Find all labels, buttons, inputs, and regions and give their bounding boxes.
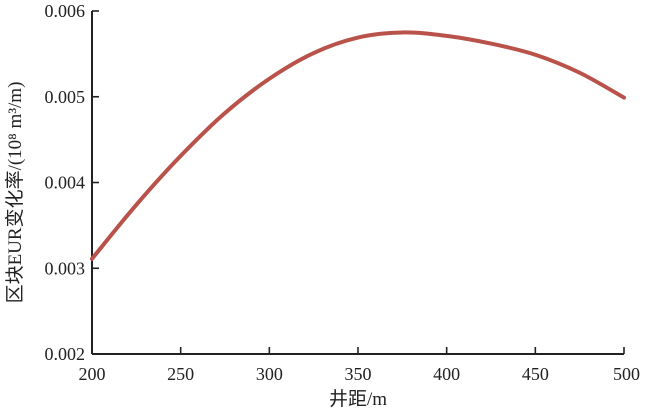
x-tick-label: 300: [256, 364, 283, 384]
y-tick-label: 0.003: [45, 258, 86, 278]
y-tick-label: 0.006: [45, 1, 86, 21]
x-tick-label: 250: [167, 364, 194, 384]
x-tick-label: 450: [522, 364, 549, 384]
series-line: [90, 30, 626, 261]
y-tick-label: 0.005: [45, 87, 86, 107]
y-axis-ticks: 0.002 0.003 0.004 0.005 0.006: [45, 1, 99, 364]
y-tick-label: 0.002: [45, 344, 86, 364]
x-axis-ticks: 200 250 300 350 400 450 500: [79, 347, 640, 384]
x-tick-label: 500: [613, 364, 640, 384]
y-axis-title: 区块EUR变化率/(10⁸ m³/m): [4, 82, 26, 304]
y-tick-label: 0.004: [45, 173, 86, 193]
x-tick-label: 350: [345, 364, 372, 384]
x-tick-label: 400: [433, 364, 460, 384]
x-tick-label: 200: [79, 364, 106, 384]
axes: [91, 11, 624, 355]
x-axis-title: 井距/m: [329, 388, 387, 410]
series-group: [90, 30, 626, 261]
